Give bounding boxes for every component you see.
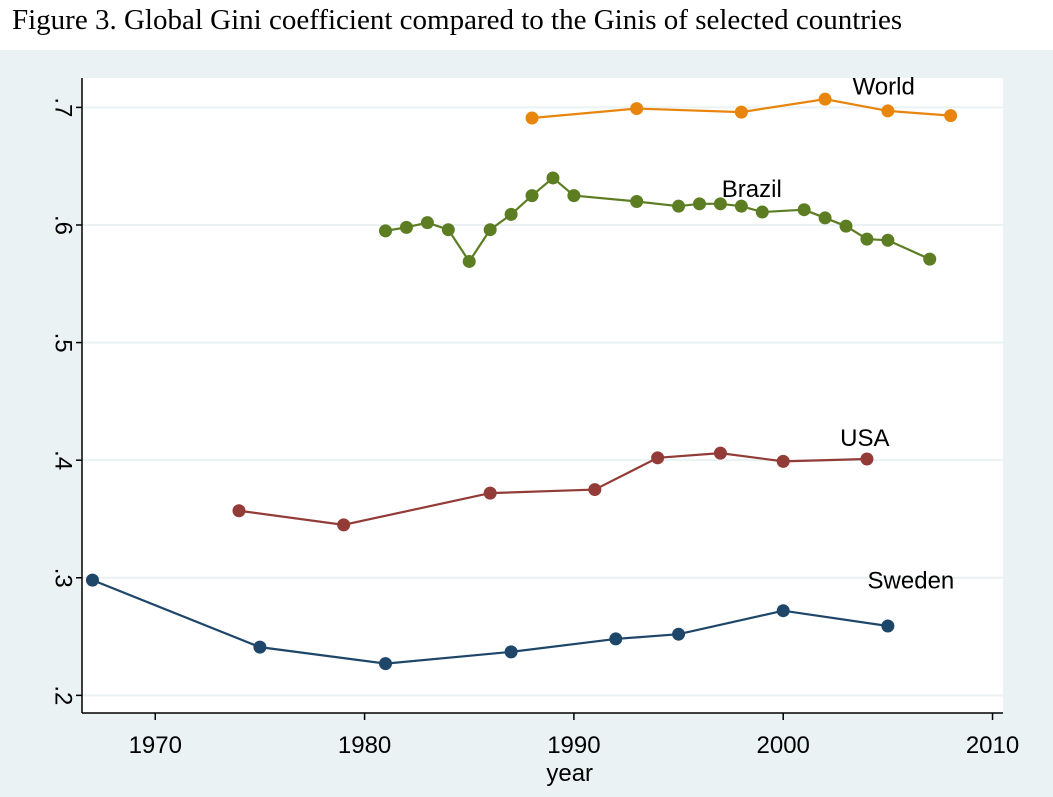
data-point-world <box>630 102 644 116</box>
data-point-brazil <box>672 199 686 213</box>
y-tick-label: .3 <box>50 568 77 588</box>
data-point-sweden <box>253 640 267 654</box>
data-point-brazil <box>692 197 706 211</box>
data-point-usa <box>713 446 727 460</box>
data-point-brazil <box>860 232 874 246</box>
data-point-brazil <box>420 216 434 230</box>
data-point-brazil <box>713 197 727 211</box>
data-point-sweden <box>776 604 790 618</box>
data-point-brazil <box>462 254 476 268</box>
series-line-sweden <box>92 579 889 665</box>
data-point-sweden <box>881 619 895 633</box>
data-point-brazil <box>630 194 644 208</box>
series-label-world: World <box>853 73 915 100</box>
data-point-world <box>881 104 895 118</box>
data-point-brazil <box>755 205 769 219</box>
data-point-brazil <box>818 211 832 225</box>
data-point-sweden <box>609 632 623 646</box>
x-tick-label: 1970 <box>129 732 182 759</box>
data-point-brazil <box>797 203 811 217</box>
data-point-brazil <box>525 189 539 203</box>
x-tick-label: 1980 <box>338 732 391 759</box>
data-point-usa <box>776 454 790 468</box>
data-point-brazil <box>923 252 937 266</box>
data-point-brazil <box>546 171 560 185</box>
axes <box>76 78 1003 720</box>
data-point-brazil <box>881 233 895 247</box>
y-tick-label: .5 <box>50 333 77 353</box>
y-tick-label: .4 <box>50 450 77 470</box>
chart-title: Figure 3. Global Gini coefficient compar… <box>12 4 903 36</box>
data-point-world <box>944 109 958 123</box>
series-group <box>85 92 958 671</box>
series-label-brazil: Brazil <box>722 176 782 203</box>
plot-area <box>82 78 1003 713</box>
series-line-usa <box>238 452 867 526</box>
data-point-brazil <box>399 220 413 234</box>
data-point-world <box>818 92 832 106</box>
data-point-world <box>525 111 539 125</box>
series-label-usa: USA <box>840 425 889 452</box>
labels-group: .2 .3 .4 .5 .6 .7 1970 1980 1990 2000 2010 year Worl… <box>50 73 1020 787</box>
data-point-brazil <box>441 223 455 237</box>
data-point-sweden <box>504 645 518 659</box>
y-tick-label: .7 <box>50 97 77 117</box>
x-tick-label: 2010 <box>966 732 1019 759</box>
data-point-brazil <box>734 199 748 213</box>
data-point-usa <box>232 504 246 518</box>
data-point-sweden <box>379 657 393 671</box>
y-tick-label: .6 <box>50 215 77 235</box>
x-tick-label: 1990 <box>547 732 600 759</box>
data-point-brazil <box>504 207 518 221</box>
y-tick-label: .2 <box>50 685 77 705</box>
data-point-usa <box>337 518 351 532</box>
series-line-brazil <box>385 176 931 264</box>
data-point-brazil <box>567 189 581 203</box>
series-label-sweden: Sweden <box>868 567 955 594</box>
data-point-usa <box>588 483 602 497</box>
data-point-sweden <box>672 627 686 641</box>
data-point-brazil <box>379 224 393 238</box>
data-point-usa <box>860 452 874 466</box>
series-line-world <box>531 98 951 120</box>
data-point-sweden <box>85 573 99 587</box>
data-point-world <box>734 105 748 119</box>
data-point-brazil <box>483 223 497 237</box>
x-axis-title: year <box>546 760 593 787</box>
data-point-usa <box>483 486 497 500</box>
data-point-brazil <box>839 219 853 233</box>
x-tick-label: 2000 <box>757 732 810 759</box>
data-point-usa <box>651 451 665 465</box>
